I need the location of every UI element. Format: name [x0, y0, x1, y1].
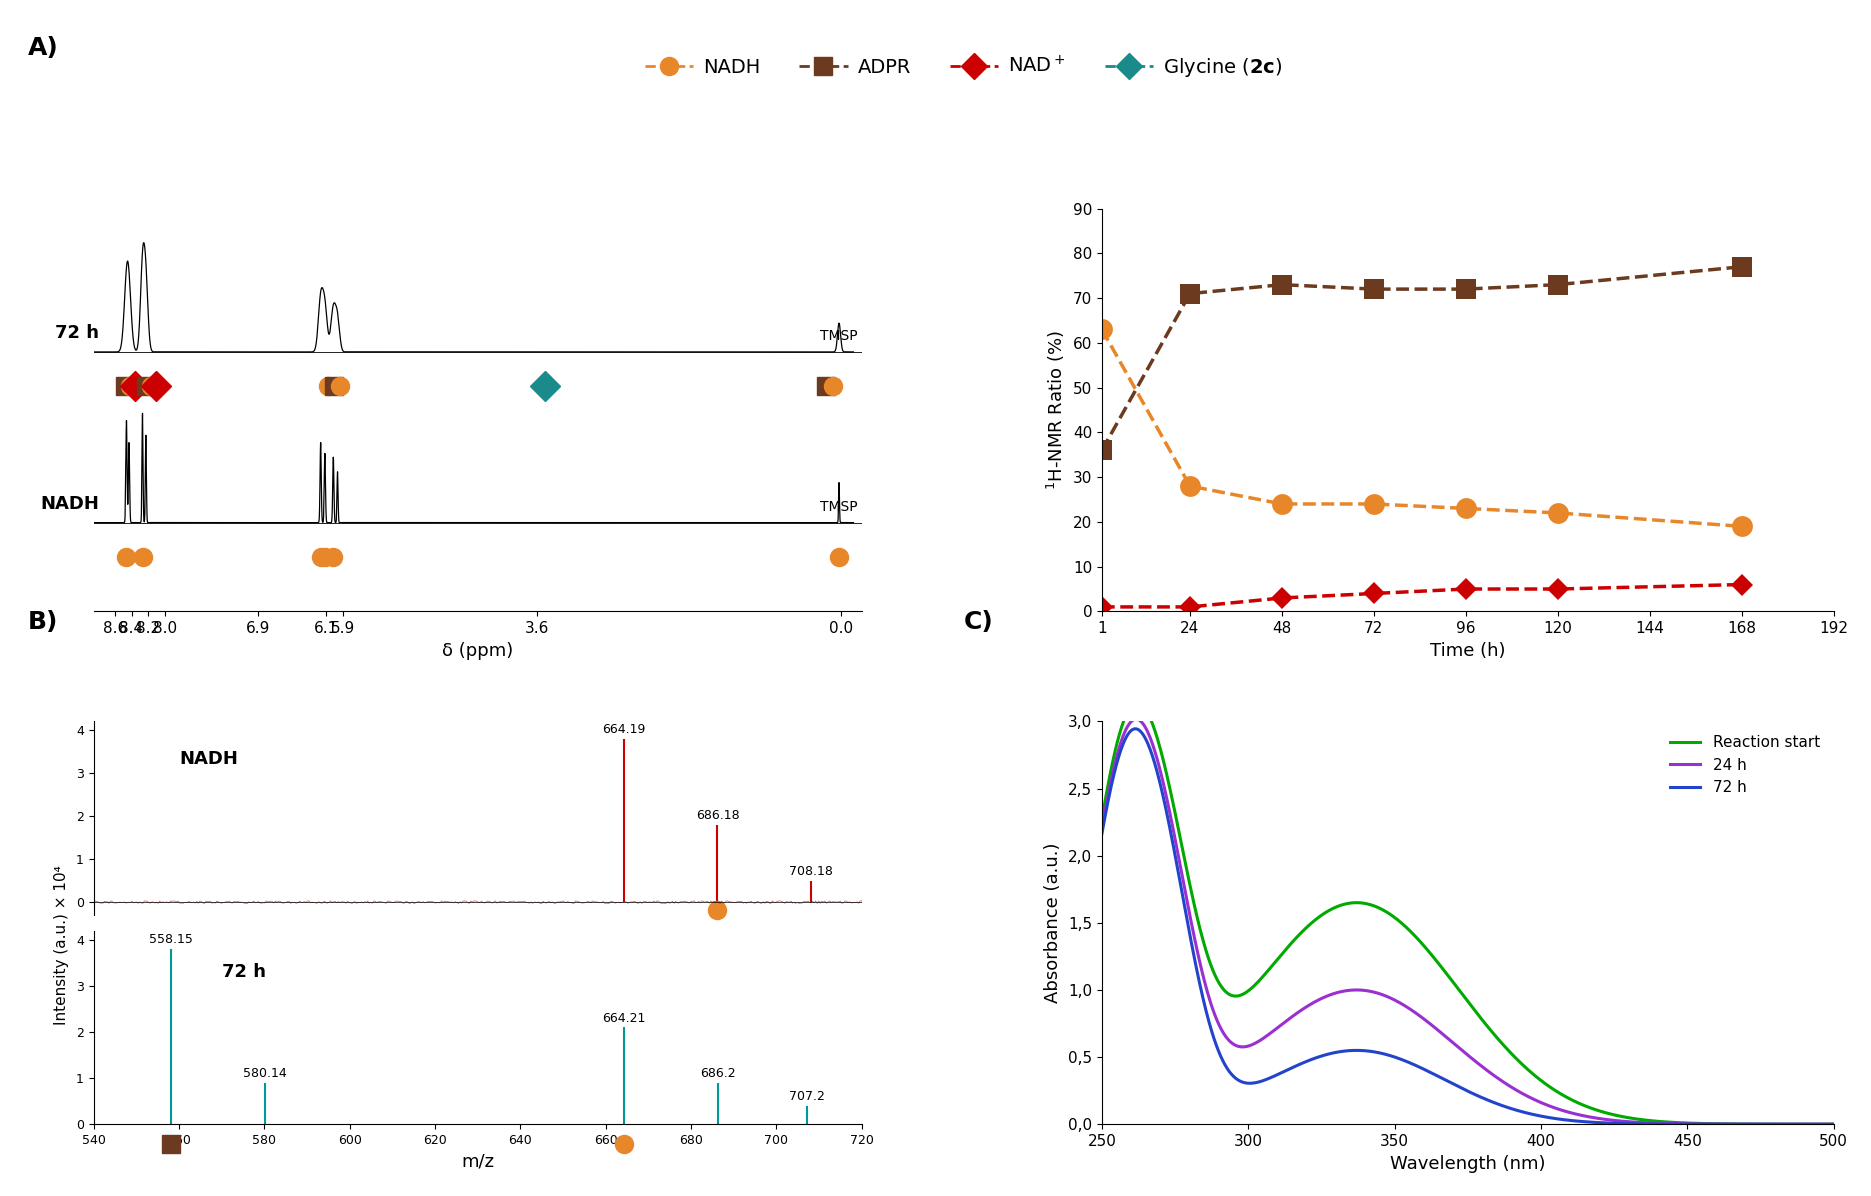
- Reaction start: [1126, 696, 1149, 710]
- Text: NADH: NADH: [41, 495, 99, 513]
- Text: NADH: NADH: [180, 750, 238, 768]
- 72 h: [1124, 721, 1147, 736]
- Text: C): C): [964, 610, 994, 634]
- Text: TMSP: TMSP: [819, 329, 857, 343]
- 72 h: [1822, 1117, 1845, 1131]
- X-axis label: δ (ppm): δ (ppm): [442, 642, 513, 660]
- Text: A): A): [28, 36, 58, 60]
- Text: 72 h: 72 h: [56, 324, 99, 342]
- 72 h: [1166, 860, 1188, 874]
- Y-axis label: Absorbance (a.u.): Absorbance (a.u.): [1044, 842, 1063, 1003]
- Text: 72 h: 72 h: [221, 963, 266, 981]
- 24 h: [1594, 1112, 1617, 1127]
- Reaction start: [1386, 914, 1409, 928]
- Text: 686.2: 686.2: [700, 1067, 735, 1080]
- Reaction start: [1661, 1115, 1684, 1129]
- X-axis label: Time (h): Time (h): [1429, 642, 1506, 660]
- 72 h: [1675, 1117, 1697, 1131]
- Text: 708.18: 708.18: [790, 865, 833, 878]
- 24 h: [1091, 822, 1113, 836]
- Line: 24 h: 24 h: [1102, 719, 1834, 1124]
- Legend: NADH, ADPR, NAD$^+$, Glycine ($\mathbf{2c}$): NADH, ADPR, NAD$^+$, Glycine ($\mathbf{2…: [636, 48, 1291, 86]
- 24 h: [1414, 1013, 1437, 1027]
- Reaction start: [1091, 812, 1113, 826]
- X-axis label: Wavelength (nm): Wavelength (nm): [1390, 1154, 1545, 1172]
- 72 h: [1414, 1062, 1437, 1076]
- Reaction start: [1594, 1105, 1617, 1119]
- Reaction start: [1675, 1116, 1697, 1130]
- Text: TMSP: TMSP: [819, 500, 857, 513]
- Reaction start: [1166, 817, 1188, 831]
- X-axis label: m/z: m/z: [462, 1153, 494, 1171]
- 72 h: [1091, 826, 1113, 841]
- 24 h: [1386, 995, 1409, 1009]
- Text: 707.2: 707.2: [790, 1090, 825, 1103]
- Text: 558.15: 558.15: [150, 933, 193, 946]
- Reaction start: [1822, 1117, 1845, 1131]
- Text: 664.19: 664.19: [602, 724, 645, 736]
- Text: 580.14: 580.14: [243, 1067, 286, 1080]
- Legend: Reaction start, 24 h, 72 h: Reaction start, 24 h, 72 h: [1663, 730, 1826, 801]
- Text: B): B): [28, 610, 58, 634]
- 24 h: [1166, 843, 1188, 858]
- 24 h: [1124, 712, 1147, 726]
- Line: 72 h: 72 h: [1102, 728, 1834, 1124]
- Text: 664.21: 664.21: [602, 1012, 645, 1025]
- 72 h: [1386, 1051, 1409, 1066]
- 72 h: [1661, 1117, 1684, 1131]
- 24 h: [1675, 1117, 1697, 1131]
- 72 h: [1594, 1116, 1617, 1130]
- Y-axis label: $^1$H-NMR Ratio (%): $^1$H-NMR Ratio (%): [1046, 330, 1066, 490]
- Line: Reaction start: Reaction start: [1102, 703, 1834, 1124]
- 24 h: [1661, 1116, 1684, 1130]
- Reaction start: [1414, 940, 1437, 954]
- Text: 686.18: 686.18: [696, 810, 739, 822]
- 24 h: [1822, 1117, 1845, 1131]
- Text: Intensity (a.u.) × 10⁴: Intensity (a.u.) × 10⁴: [54, 865, 69, 1025]
